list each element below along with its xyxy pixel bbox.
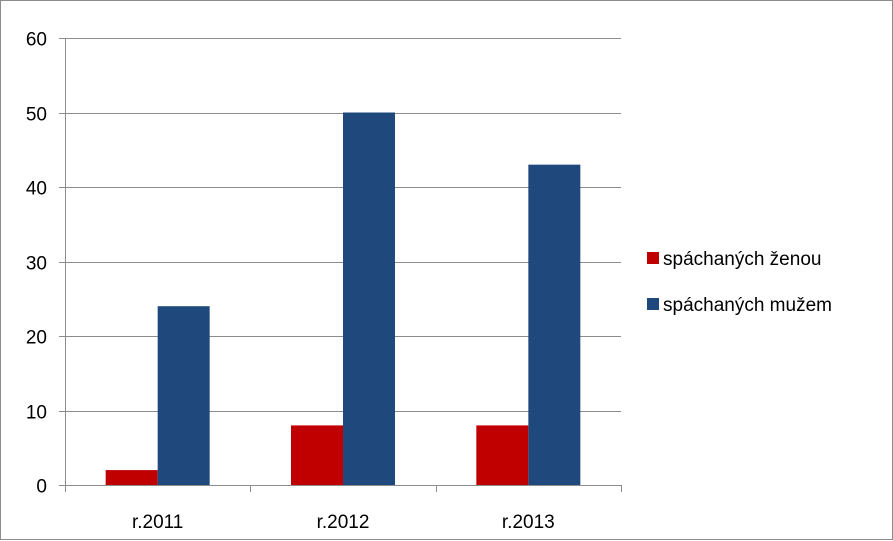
bar <box>291 425 343 485</box>
y-tick-label: 50 <box>26 105 47 126</box>
legend-swatch <box>647 252 659 264</box>
bar <box>105 470 158 485</box>
x-tick-label: r.2013 <box>502 512 555 533</box>
legend-label: spáchaných ženou <box>663 249 821 270</box>
y-tick-label: 40 <box>26 179 47 200</box>
bar <box>343 112 395 485</box>
y-tick-label: 60 <box>26 30 47 51</box>
legend-swatch <box>647 298 659 310</box>
y-tick-label: 0 <box>36 477 47 498</box>
y-tick-label: 30 <box>26 254 47 275</box>
y-tick-label: 20 <box>26 328 47 349</box>
legend-label: spáchaných mužem <box>663 295 832 316</box>
y-tick-label: 10 <box>26 403 47 424</box>
x-tick-label: r.2011 <box>132 512 183 533</box>
x-tick-label: r.2012 <box>317 512 370 533</box>
bar <box>157 306 210 485</box>
bar <box>476 425 529 485</box>
bar <box>528 164 581 485</box>
